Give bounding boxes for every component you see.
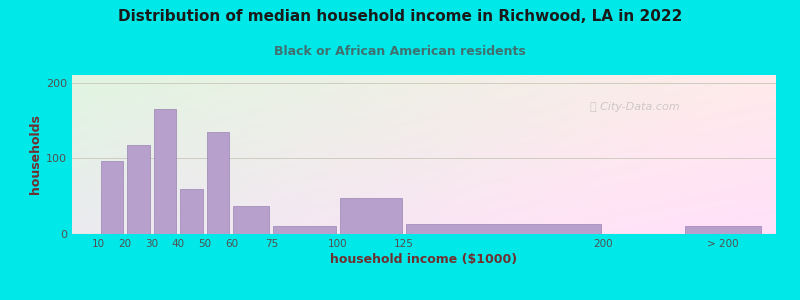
Bar	[406, 224, 602, 234]
Bar	[234, 206, 270, 234]
Bar	[180, 189, 203, 234]
Bar	[154, 109, 176, 234]
X-axis label: household income ($1000): household income ($1000)	[330, 253, 518, 266]
Text: Ⓐ City-Data.com: Ⓐ City-Data.com	[590, 102, 680, 112]
Bar	[207, 132, 230, 234]
Text: Black or African American residents: Black or African American residents	[274, 45, 526, 58]
Text: Distribution of median household income in Richwood, LA in 2022: Distribution of median household income …	[118, 9, 682, 24]
Y-axis label: households: households	[29, 115, 42, 194]
Bar	[127, 146, 150, 234]
Bar	[685, 226, 761, 234]
Bar	[101, 160, 123, 234]
Bar	[340, 198, 402, 234]
Bar	[274, 226, 336, 234]
